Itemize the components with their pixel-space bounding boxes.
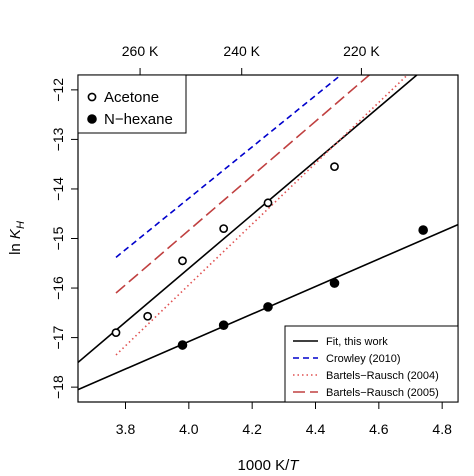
y-tick-label: −16: [50, 276, 66, 300]
acetone-point: [143, 311, 153, 321]
x-tick-label: 4.4: [306, 421, 326, 437]
acetone-point: [111, 328, 121, 338]
top-axis: 260 K 240 K 220 K: [122, 43, 380, 75]
y-axis: −18 −17 −16 −15 −14 −13 −12: [50, 78, 78, 399]
line-legend-label: Bartels−Rausch (2004): [326, 370, 439, 382]
hexane-point: [329, 278, 340, 288]
y-tick-label: −17: [50, 326, 66, 350]
series-line: [78, 75, 418, 363]
x-tick-label: 3.8: [116, 421, 136, 437]
legend-filled-circle-icon: [87, 114, 97, 124]
marker-legend-box: [77, 74, 187, 134]
line-legend-label: Bartels−Rausch (2005): [326, 387, 439, 399]
x-tick-label: 4.6: [369, 421, 389, 437]
legend-open-circle-icon: [87, 92, 97, 102]
hexane-point: [263, 302, 273, 312]
x-axis-title: 1000 K/T: [238, 457, 301, 474]
top-tick-label: 260 K: [122, 43, 159, 59]
series-line: [115, 75, 370, 294]
marker-legend: Acetone N−hexane: [77, 74, 187, 134]
x-tick-label: 4.0: [179, 421, 199, 437]
x-axis: 3.8 4.0 4.2 4.4 4.6 4.8: [116, 402, 452, 437]
hexane-point: [418, 225, 428, 235]
x-tick-label: 4.2: [242, 421, 262, 437]
hexane-point: [177, 340, 188, 350]
x-tick-label: 4.8: [432, 421, 452, 437]
top-tick-label: 220 K: [343, 43, 380, 59]
line-legend-box: [284, 325, 459, 403]
line-legend: Fit, this work Crowley (2010) Bartels−Raus…: [284, 325, 459, 403]
y-tick-label: −18: [50, 375, 66, 399]
acetone-point: [263, 198, 273, 208]
marker-legend-label: N−hexane: [104, 111, 173, 128]
y-axis-title: ln KH: [7, 221, 27, 255]
marker-legend-label: Acetone: [104, 89, 159, 106]
y-tick-label: −15: [50, 226, 66, 250]
data-points: [111, 162, 428, 350]
acetone-point: [219, 224, 229, 233]
acetone-point: [330, 162, 339, 172]
series-line: [115, 75, 342, 258]
line-legend-label: Crowley (2010): [326, 353, 401, 365]
y-tick-label: −12: [50, 78, 66, 102]
top-tick-label: 240 K: [223, 43, 260, 59]
y-tick-label: −13: [50, 127, 66, 151]
y-tick-label: −14: [50, 177, 66, 201]
hexane-point: [218, 320, 229, 331]
line-legend-label: Fit, this work: [326, 336, 388, 348]
acetone-point: [178, 256, 187, 266]
